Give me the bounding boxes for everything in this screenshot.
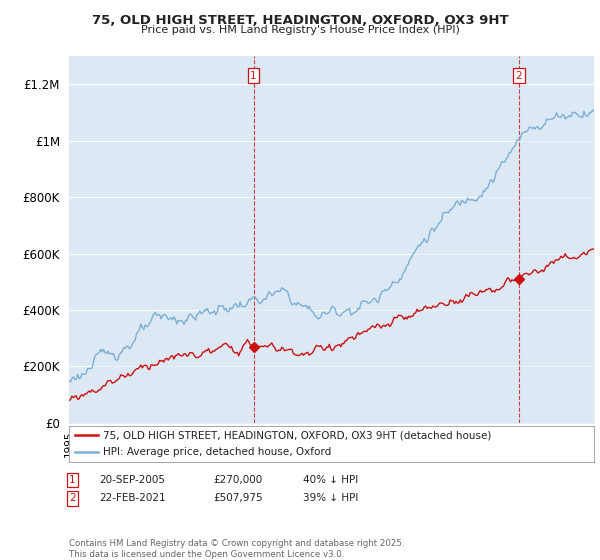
Text: 22-FEB-2021: 22-FEB-2021 xyxy=(99,493,166,503)
Text: 2: 2 xyxy=(515,71,522,81)
Text: 39% ↓ HPI: 39% ↓ HPI xyxy=(303,493,358,503)
Text: Price paid vs. HM Land Registry's House Price Index (HPI): Price paid vs. HM Land Registry's House … xyxy=(140,25,460,35)
Text: 20-SEP-2005: 20-SEP-2005 xyxy=(99,475,165,485)
Text: £270,000: £270,000 xyxy=(213,475,262,485)
Text: 75, OLD HIGH STREET, HEADINGTON, OXFORD, OX3 9HT (detached house): 75, OLD HIGH STREET, HEADINGTON, OXFORD,… xyxy=(103,431,491,440)
Text: 2: 2 xyxy=(69,493,76,503)
Text: 40% ↓ HPI: 40% ↓ HPI xyxy=(303,475,358,485)
Text: 75, OLD HIGH STREET, HEADINGTON, OXFORD, OX3 9HT: 75, OLD HIGH STREET, HEADINGTON, OXFORD,… xyxy=(92,14,508,27)
Text: £507,975: £507,975 xyxy=(213,493,263,503)
Text: 1: 1 xyxy=(69,475,76,485)
Text: HPI: Average price, detached house, Oxford: HPI: Average price, detached house, Oxfo… xyxy=(103,447,331,457)
Text: 1: 1 xyxy=(250,71,257,81)
Text: Contains HM Land Registry data © Crown copyright and database right 2025.
This d: Contains HM Land Registry data © Crown c… xyxy=(69,539,404,559)
